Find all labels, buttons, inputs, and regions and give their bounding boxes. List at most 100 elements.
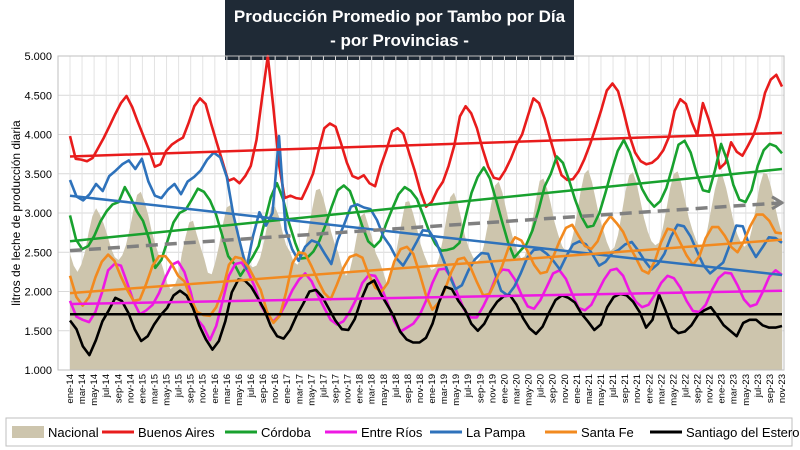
x-tick-label: jul-20 <box>536 374 547 398</box>
trendline-nacional <box>69 201 783 253</box>
x-tick-label: nov-14 <box>125 374 136 403</box>
trendline-santa-fe <box>69 238 783 295</box>
x-tick-label: jul-22 <box>680 374 691 398</box>
series-line-cordoba <box>68 138 783 278</box>
x-tick-label: ene-16 <box>210 374 221 404</box>
x-tick-label: mar-19 <box>439 374 450 404</box>
x-tick-label: ene-19 <box>427 374 438 404</box>
trendline-arrowhead <box>771 195 785 211</box>
x-tick-label: ene-18 <box>355 374 366 404</box>
chart-subtitle: - por Provincias - <box>330 31 469 50</box>
y-tick-label: 2.500 <box>24 247 52 259</box>
legend-label-entre-rios: Entre Ríos <box>361 425 423 440</box>
x-tick-label: nov-17 <box>343 374 354 403</box>
series-line-entre-rios <box>68 260 783 342</box>
x-tick-label: sep-14 <box>113 374 124 403</box>
x-tick-label: may-22 <box>668 374 679 406</box>
y-tick-label: 4.000 <box>24 130 52 142</box>
legend-label-cordoba: Córdoba <box>261 425 312 440</box>
x-tick-label: may-17 <box>306 374 317 406</box>
series-line-la-pampa <box>68 134 783 297</box>
trendline-la-pampa <box>69 194 783 277</box>
x-tick-label: sep-19 <box>475 374 486 403</box>
x-tick-label: may-20 <box>524 374 535 406</box>
x-tick-label: jul-21 <box>608 374 619 398</box>
x-tick-label: sep-17 <box>330 374 341 403</box>
legend-swatch-nacional <box>12 426 44 438</box>
x-tick-label: ene-17 <box>282 374 293 404</box>
x-tick-label: may-18 <box>379 374 390 406</box>
x-tick-label: mar-20 <box>512 374 523 404</box>
x-tick-label: nov-18 <box>415 374 426 403</box>
x-tick-label: jul-14 <box>101 374 112 398</box>
x-tick-label: sep-22 <box>693 374 704 403</box>
y-tick-label: 1.500 <box>24 326 52 338</box>
y-tick-label: 1.000 <box>24 365 52 377</box>
x-tick-label: sep-20 <box>548 374 559 403</box>
series-line-santiago-del-estero <box>68 278 783 357</box>
chart-title: Producción Promedio por Tambo por Día <box>233 7 566 26</box>
area-layer <box>70 169 782 370</box>
x-tick-label: mar-21 <box>584 374 595 404</box>
x-tick-label: nov-20 <box>560 374 571 403</box>
x-tick-label: nov-23 <box>777 374 788 403</box>
x-tick-label: sep-15 <box>186 374 197 403</box>
series-line-buenos-aires <box>68 54 784 208</box>
x-tick-label: may-19 <box>451 374 462 406</box>
x-tick-label: may-14 <box>89 374 100 406</box>
line-layer <box>68 54 784 357</box>
y-tick-label: 3.500 <box>24 169 52 181</box>
x-tick-label: jul-15 <box>174 374 185 398</box>
legend-label-santa-fe: Santa Fe <box>581 425 634 440</box>
x-tick-label: sep-23 <box>765 374 776 403</box>
x-tick-label: nov-19 <box>487 374 498 403</box>
legend-label-buenos-aires: Buenos Aires <box>138 425 215 440</box>
x-tick-label: mar-15 <box>149 374 160 404</box>
x-tick-label: jul-17 <box>318 374 329 398</box>
x-tick-label: mar-18 <box>367 374 378 404</box>
y-axis-label: litros de leche de producción diaria <box>9 120 23 306</box>
x-tick-label: mar-16 <box>222 374 233 404</box>
x-tick-label: may-21 <box>596 374 607 406</box>
x-tick-label: mar-22 <box>656 374 667 404</box>
y-tick-label: 3.000 <box>24 208 52 220</box>
chart-title-box: Producción Promedio por Tambo por Día - … <box>225 0 574 60</box>
x-tick-label: sep-18 <box>403 374 414 403</box>
legend-label-nacional: Nacional <box>48 425 99 440</box>
series-area-nacional <box>70 169 782 370</box>
legend-label-la-pampa: La Pampa <box>466 425 526 440</box>
x-tick-label: mar-23 <box>729 374 740 404</box>
trendline-entre-rios <box>69 289 783 306</box>
x-tick-label: ene-14 <box>65 374 76 404</box>
axis-layer: 1.000 1.500 2.000 2.500 3.000 3.500 4.000 4.500… <box>9 51 788 406</box>
x-tick-label: mar-14 <box>77 374 88 404</box>
x-tick-label: may-16 <box>234 374 245 406</box>
x-tick-label: sep-16 <box>258 374 269 403</box>
x-tick-label: nov-15 <box>198 374 209 403</box>
x-tick-label: jul-23 <box>753 374 764 398</box>
plot-area-border <box>57 55 785 371</box>
x-tick-label: nov-21 <box>632 374 643 403</box>
trendline-cordoba <box>69 167 783 243</box>
y-tick-label: 5.000 <box>24 51 52 63</box>
x-tick-label: nov-22 <box>705 374 716 403</box>
y-tick-label: 2.000 <box>24 287 52 299</box>
legend-label-santiago-del-estero: Santiago del Estero <box>686 425 799 440</box>
x-tick-label: jul-19 <box>463 374 474 398</box>
trend-layer <box>69 131 785 316</box>
x-tick-label: ene-21 <box>572 374 583 404</box>
x-tick-label: ene-22 <box>644 374 655 404</box>
x-tick-label: nov-16 <box>270 374 281 403</box>
legend-layer: Nacional Buenos Aires Córdoba Entre Ríos La … <box>5 417 799 447</box>
y-tick-label: 4.500 <box>24 90 52 102</box>
x-tick-label: may-15 <box>162 374 173 406</box>
x-tick-label: jul-16 <box>246 374 257 398</box>
series-line-santa-fe <box>68 213 783 325</box>
x-tick-label: ene-23 <box>717 374 728 404</box>
x-tick-label: ene-20 <box>499 374 510 404</box>
x-tick-label: may-23 <box>741 374 752 406</box>
x-tick-label: jul-18 <box>391 374 402 398</box>
trendline-buenos-aires <box>69 131 783 158</box>
x-tick-label: sep-21 <box>620 374 631 403</box>
